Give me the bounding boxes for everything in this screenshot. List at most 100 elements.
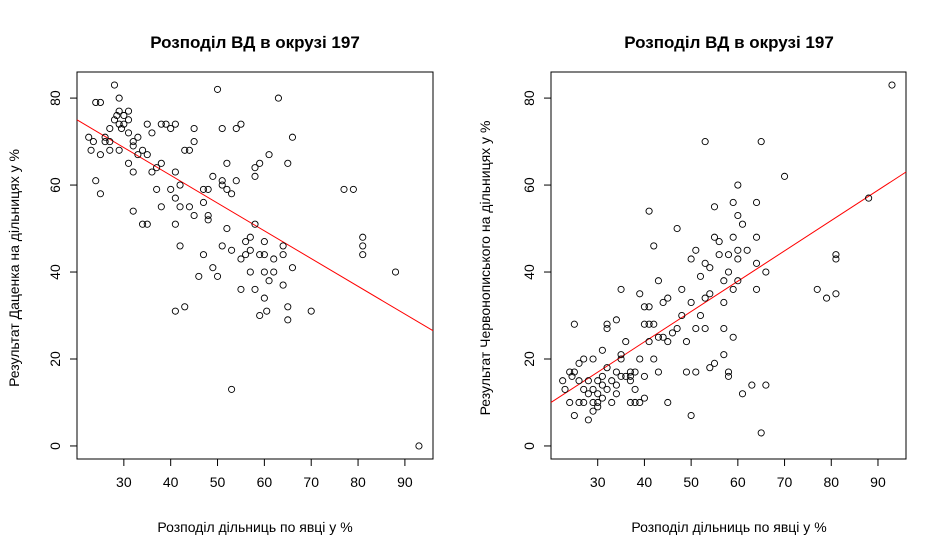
x-tick-label: 30 (590, 474, 606, 490)
data-point (734, 246, 742, 254)
y-tick-label: 60 (47, 177, 63, 193)
data-point (645, 320, 653, 328)
data-point (284, 159, 292, 167)
data-point (682, 368, 691, 376)
data-point (288, 264, 297, 272)
data-point (617, 372, 625, 380)
y-tick-label: 60 (521, 177, 537, 193)
data-point (190, 211, 198, 220)
data-point (568, 372, 576, 380)
data-point (664, 294, 672, 302)
data-point (139, 146, 147, 154)
data-point (279, 251, 287, 259)
data-point (598, 346, 606, 354)
data-point (640, 320, 648, 328)
data-point (157, 203, 165, 211)
data-point (359, 251, 367, 259)
data-point (251, 285, 259, 293)
data-point (124, 116, 133, 124)
data-point (167, 124, 175, 133)
data-point (598, 372, 606, 380)
data-point (270, 268, 278, 276)
data-point (762, 381, 770, 389)
data-point (129, 168, 137, 176)
data-point (617, 285, 625, 293)
x-tick-label: 40 (637, 474, 653, 490)
data-point (117, 124, 126, 133)
data-point (631, 398, 639, 407)
data-point (570, 368, 578, 376)
data-point (724, 368, 733, 376)
data-point (729, 198, 737, 206)
data-point (612, 390, 620, 398)
data-point (415, 442, 423, 450)
data-point (696, 272, 705, 280)
x-tick-label: 50 (210, 474, 226, 490)
data-point (734, 181, 742, 189)
y-axis-label-left: Результат Даценка на дільницях у % (6, 149, 22, 387)
y-tick-label: 20 (521, 351, 537, 367)
data-point (626, 368, 634, 376)
x-tick-label: 90 (397, 474, 413, 490)
data-point (603, 364, 611, 372)
data-point (603, 385, 611, 393)
data-point (664, 398, 672, 407)
data-point (209, 264, 217, 272)
data-point (594, 398, 602, 407)
data-point (270, 255, 278, 263)
data-point (148, 129, 156, 137)
data-point (720, 298, 728, 307)
data-point (706, 364, 714, 372)
data-point (561, 385, 569, 393)
data-point (668, 329, 676, 337)
data-point (710, 359, 719, 367)
y-axis-label-right: Результат Червонописького на дільницях у… (477, 121, 493, 416)
data-point (687, 298, 695, 307)
data-point (307, 307, 315, 315)
data-point (626, 377, 634, 385)
data-point (96, 190, 104, 198)
data-point (645, 207, 653, 215)
data-point (96, 98, 104, 106)
data-point (636, 398, 644, 407)
data-point (729, 233, 737, 241)
data-point (87, 146, 95, 154)
data-point (659, 298, 667, 307)
x-tick-label: 50 (683, 474, 699, 490)
data-point (181, 303, 189, 311)
data-point (246, 268, 254, 276)
data-point (757, 138, 765, 146)
data-point (251, 220, 259, 228)
regression-line (550, 171, 907, 403)
data-point (566, 398, 574, 407)
panel-datsenko: Розподіл ВД в окрузі 197 Розподіл дільни… (6, 33, 434, 535)
data-point (781, 172, 789, 180)
data-point (101, 133, 109, 141)
data-point (195, 272, 203, 280)
data-point (640, 394, 648, 402)
data-point (223, 224, 231, 233)
data-point (113, 111, 121, 120)
data-point (279, 242, 287, 250)
x-tick-label: 30 (116, 474, 132, 490)
data-point (650, 355, 658, 363)
data-point (204, 211, 212, 220)
data-point (673, 224, 681, 233)
data-point (654, 333, 662, 341)
data-point (678, 285, 686, 293)
data-point (251, 164, 259, 172)
data-point (692, 246, 700, 254)
data-point (589, 398, 597, 407)
data-point (185, 146, 193, 154)
data-point (559, 377, 567, 385)
data-point (181, 146, 189, 154)
data-point (580, 355, 588, 363)
data-point (720, 277, 728, 285)
data-point (659, 333, 667, 341)
data-point (594, 403, 602, 411)
data-point (190, 124, 198, 133)
data-point (176, 242, 184, 250)
data-point (752, 285, 761, 293)
data-point (129, 142, 137, 150)
